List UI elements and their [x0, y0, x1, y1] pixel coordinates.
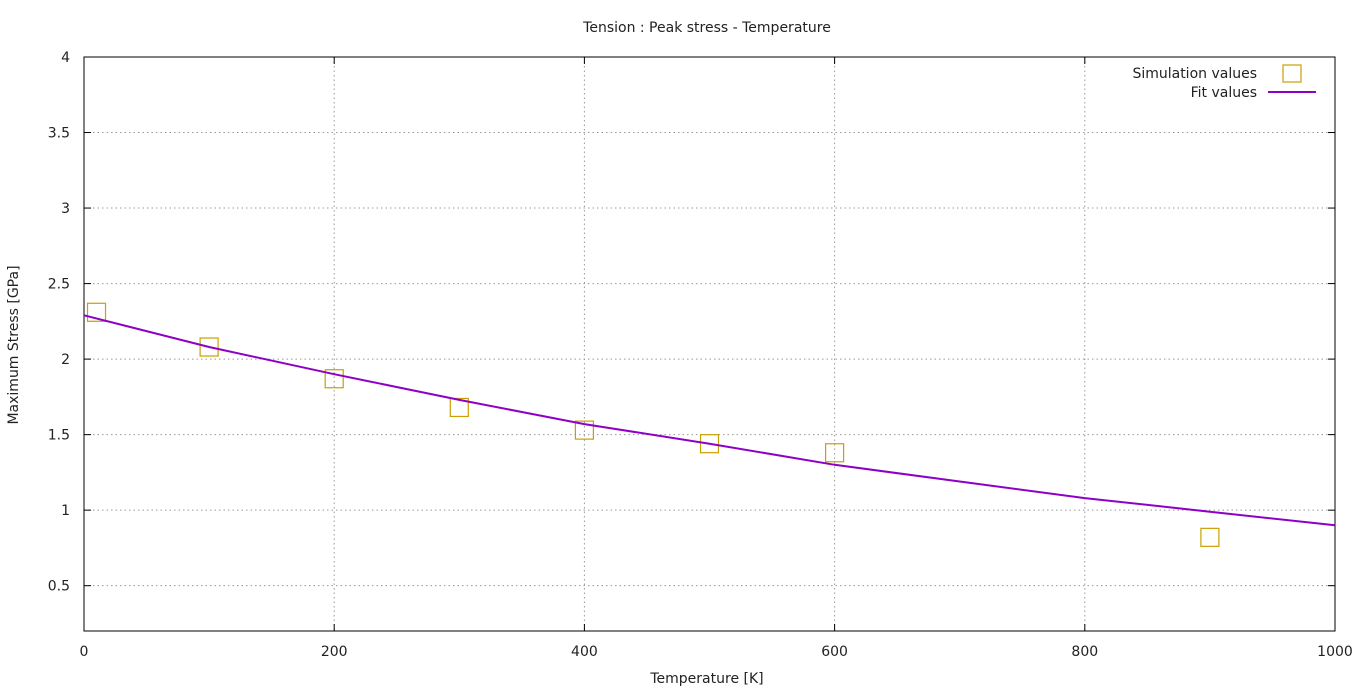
series: [83, 302, 1336, 547]
y-tick-labels: 0.5 1 1.5 2 2.5 3 3.5 4: [48, 50, 70, 595]
legend: Simulation values Fit values: [1132, 64, 1316, 101]
x-tick-labels: 0 200 400 600 800 1000: [80, 644, 1353, 660]
chart-title: Tension : Peak stress - Temperature: [582, 20, 831, 36]
simulation-point: [199, 337, 219, 357]
axis-ticks: [83, 56, 1336, 631]
legend-label-simulation: Simulation values: [1132, 66, 1257, 82]
simulation-point: [324, 369, 344, 389]
y-tick-label: 2: [61, 352, 70, 368]
y-tick-label: 1.5: [48, 428, 70, 444]
legend-label-fit: Fit values: [1191, 85, 1257, 101]
x-tick-label: 200: [321, 644, 348, 660]
y-tick-label: 0.5: [48, 579, 70, 595]
y-tick-label: 3: [61, 201, 70, 217]
x-tick-label: 1000: [1317, 644, 1353, 660]
simulation-point: [86, 302, 107, 322]
x-tick-label: 400: [571, 644, 598, 660]
legend-marker-simulation: [1282, 64, 1302, 83]
x-tick-label: 0: [80, 644, 89, 660]
plot-area-frame: [83, 56, 1336, 632]
simulation-point: [824, 443, 845, 463]
simulation-point: [449, 397, 469, 418]
simulation-point: [574, 420, 595, 440]
x-tick-label: 600: [821, 644, 848, 660]
y-axis-label: Maximum Stress [GPa]: [6, 265, 22, 424]
y-tick-label: 1: [61, 503, 70, 519]
x-tick-label: 800: [1071, 644, 1098, 660]
simulation-point: [699, 434, 720, 454]
y-tick-label: 3.5: [48, 126, 70, 142]
x-axis-label: Temperature [K]: [649, 671, 763, 687]
grid: [84, 57, 1335, 631]
y-tick-label: 2.5: [48, 277, 70, 293]
y-tick-label: 4: [61, 50, 70, 66]
simulation-point: [1200, 527, 1220, 547]
fit-line: [83, 314, 1336, 527]
